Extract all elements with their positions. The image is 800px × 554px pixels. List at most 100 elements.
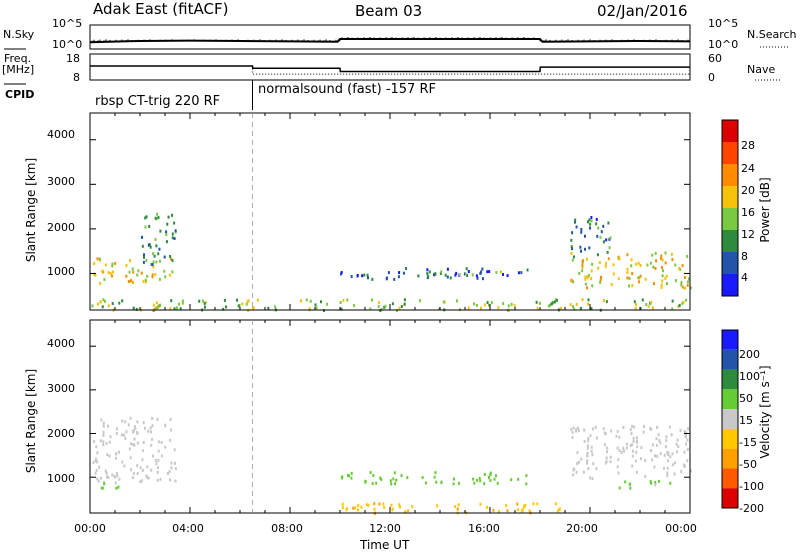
scatter-cell-0-0 bbox=[101, 269, 104, 273]
scatter-cell-0-4 bbox=[586, 286, 589, 290]
scatter-cell-1-3 bbox=[583, 428, 586, 432]
scatter-cell-0-6 bbox=[403, 302, 406, 306]
scatter-cell-1-3 bbox=[582, 470, 585, 474]
scatter-cell-0-6 bbox=[181, 299, 184, 303]
scatter-cell-1-5 bbox=[454, 504, 457, 508]
scatter-cell-1-5 bbox=[457, 503, 460, 507]
scatter-cell-0-6 bbox=[342, 299, 345, 303]
scatter-cell-0-2 bbox=[340, 271, 343, 275]
scatter-cell-0-4 bbox=[638, 276, 641, 280]
scatter-cell-0-6 bbox=[419, 299, 422, 303]
scatter-cell-0-4 bbox=[584, 282, 587, 286]
scatter-cell-1-4 bbox=[629, 486, 632, 490]
scatter-cell-1-0 bbox=[96, 451, 99, 455]
sky-right-top-tick: 10^5 bbox=[708, 17, 739, 30]
scatter-cell-0-1 bbox=[165, 230, 168, 234]
scatter-cell-0-6 bbox=[384, 304, 387, 308]
scatter-cell-1-3 bbox=[609, 460, 612, 464]
scatter-cell-1-2 bbox=[473, 481, 476, 485]
scatter-cell-1-3 bbox=[576, 426, 579, 430]
panel-bg-0 bbox=[90, 113, 690, 310]
scatter-cell-1-3 bbox=[629, 443, 632, 447]
scatter-cell-0-2 bbox=[526, 268, 529, 272]
scatter-cell-1-0 bbox=[139, 466, 142, 470]
y-tick-bot-4000: 4000 bbox=[47, 337, 75, 350]
scatter-cell-0-6 bbox=[159, 303, 162, 307]
scatter-cell-0-1 bbox=[169, 254, 172, 258]
scatter-cell-0-0 bbox=[131, 280, 134, 284]
velocity-colorbar-bin bbox=[722, 349, 738, 370]
scatter-cell-1-3 bbox=[572, 426, 575, 430]
scatter-cell-0-4 bbox=[637, 280, 640, 284]
scatter-cell-1-3 bbox=[595, 436, 598, 440]
scatter-cell-0-5 bbox=[599, 235, 602, 239]
scatter-cell-1-3 bbox=[653, 465, 656, 469]
scatter-cell-0-5 bbox=[595, 222, 598, 226]
scatter-cell-0-6 bbox=[155, 301, 158, 305]
scatter-cell-0-2 bbox=[398, 271, 401, 275]
scatter-cell-0-1 bbox=[165, 233, 168, 237]
scatter-cell-0-6 bbox=[256, 298, 259, 302]
power-tick-24: 24 bbox=[741, 162, 755, 175]
scatter-cell-0-6 bbox=[587, 298, 590, 302]
scatter-cell-1-5 bbox=[367, 503, 370, 507]
scatter-cell-1-1 bbox=[101, 486, 104, 490]
scatter-cell-1-0 bbox=[115, 471, 118, 475]
scatter-cell-0-1 bbox=[167, 215, 170, 219]
scatter-cell-1-2 bbox=[347, 473, 350, 477]
nave-line bbox=[90, 65, 690, 75]
scatter-cell-1-3 bbox=[610, 429, 613, 433]
scatter-cell-0-6 bbox=[369, 307, 372, 311]
scatter-cell-1-5 bbox=[506, 509, 509, 513]
scatter-cell-0-5 bbox=[572, 255, 575, 259]
scatter-cell-0-2 bbox=[387, 271, 390, 275]
scatter-cell-0-6 bbox=[96, 302, 99, 306]
scatter-cell-0-5 bbox=[596, 253, 599, 257]
scatter-cell-1-0 bbox=[169, 418, 172, 422]
scatter-cell-1-2 bbox=[435, 480, 438, 484]
scatter-cell-1-3 bbox=[663, 466, 666, 470]
scatter-cell-0-0 bbox=[107, 271, 110, 275]
scatter-cell-0-4 bbox=[598, 261, 601, 265]
scatter-cell-0-6 bbox=[353, 304, 356, 308]
scatter-cell-0-0 bbox=[130, 279, 133, 283]
scatter-cell-0-1 bbox=[141, 235, 144, 239]
scatter-cell-0-6 bbox=[559, 306, 562, 310]
scatter-cell-1-3 bbox=[625, 442, 628, 446]
date-title: 02/Jan/2016 bbox=[597, 2, 688, 20]
scatter-cell-0-6 bbox=[225, 305, 228, 309]
scatter-cell-0-4 bbox=[664, 261, 667, 265]
scatter-cell-1-5 bbox=[345, 507, 348, 511]
scatter-cell-1-2 bbox=[525, 482, 528, 486]
scatter-cell-1-0 bbox=[114, 452, 117, 456]
scatter-cell-0-6 bbox=[380, 307, 383, 311]
scatter-cell-0-6 bbox=[645, 303, 648, 307]
scatter-cell-1-3 bbox=[604, 461, 607, 465]
x-tick-4: 16:00 bbox=[468, 522, 500, 535]
scatter-cell-0-6 bbox=[677, 305, 680, 309]
scatter-cell-0-1 bbox=[156, 212, 159, 216]
scatter-cell-1-3 bbox=[595, 467, 598, 471]
scatter-cell-1-3 bbox=[576, 462, 579, 466]
scatter-cell-0-4 bbox=[639, 263, 642, 267]
velocity-tick-m200: -200 bbox=[739, 502, 764, 515]
scatter-cell-1-3 bbox=[589, 476, 592, 480]
scatter-cell-0-4 bbox=[670, 252, 673, 256]
scatter-cell-0-4 bbox=[678, 267, 681, 271]
scatter-cell-1-2 bbox=[487, 476, 490, 480]
scatter-cell-1-3 bbox=[622, 426, 625, 430]
scatter-cell-1-3 bbox=[615, 434, 618, 438]
scatter-cell-1-3 bbox=[671, 452, 674, 456]
scatter-cell-1-4 bbox=[618, 486, 621, 490]
scatter-cell-0-5 bbox=[584, 247, 587, 251]
scatter-cell-1-3 bbox=[592, 462, 595, 466]
scatter-cell-0-1 bbox=[163, 255, 166, 259]
scatter-cell-1-2 bbox=[525, 474, 528, 478]
scatter-cell-1-3 bbox=[606, 446, 609, 450]
scatter-cell-1-5 bbox=[505, 504, 508, 508]
scatter-cell-1-5 bbox=[357, 504, 360, 508]
scatter-cell-0-5 bbox=[596, 234, 599, 238]
scatter-cell-1-0 bbox=[124, 420, 127, 424]
velocity-tick-50: 50 bbox=[739, 392, 753, 405]
scatter-cell-0-6 bbox=[685, 298, 688, 302]
